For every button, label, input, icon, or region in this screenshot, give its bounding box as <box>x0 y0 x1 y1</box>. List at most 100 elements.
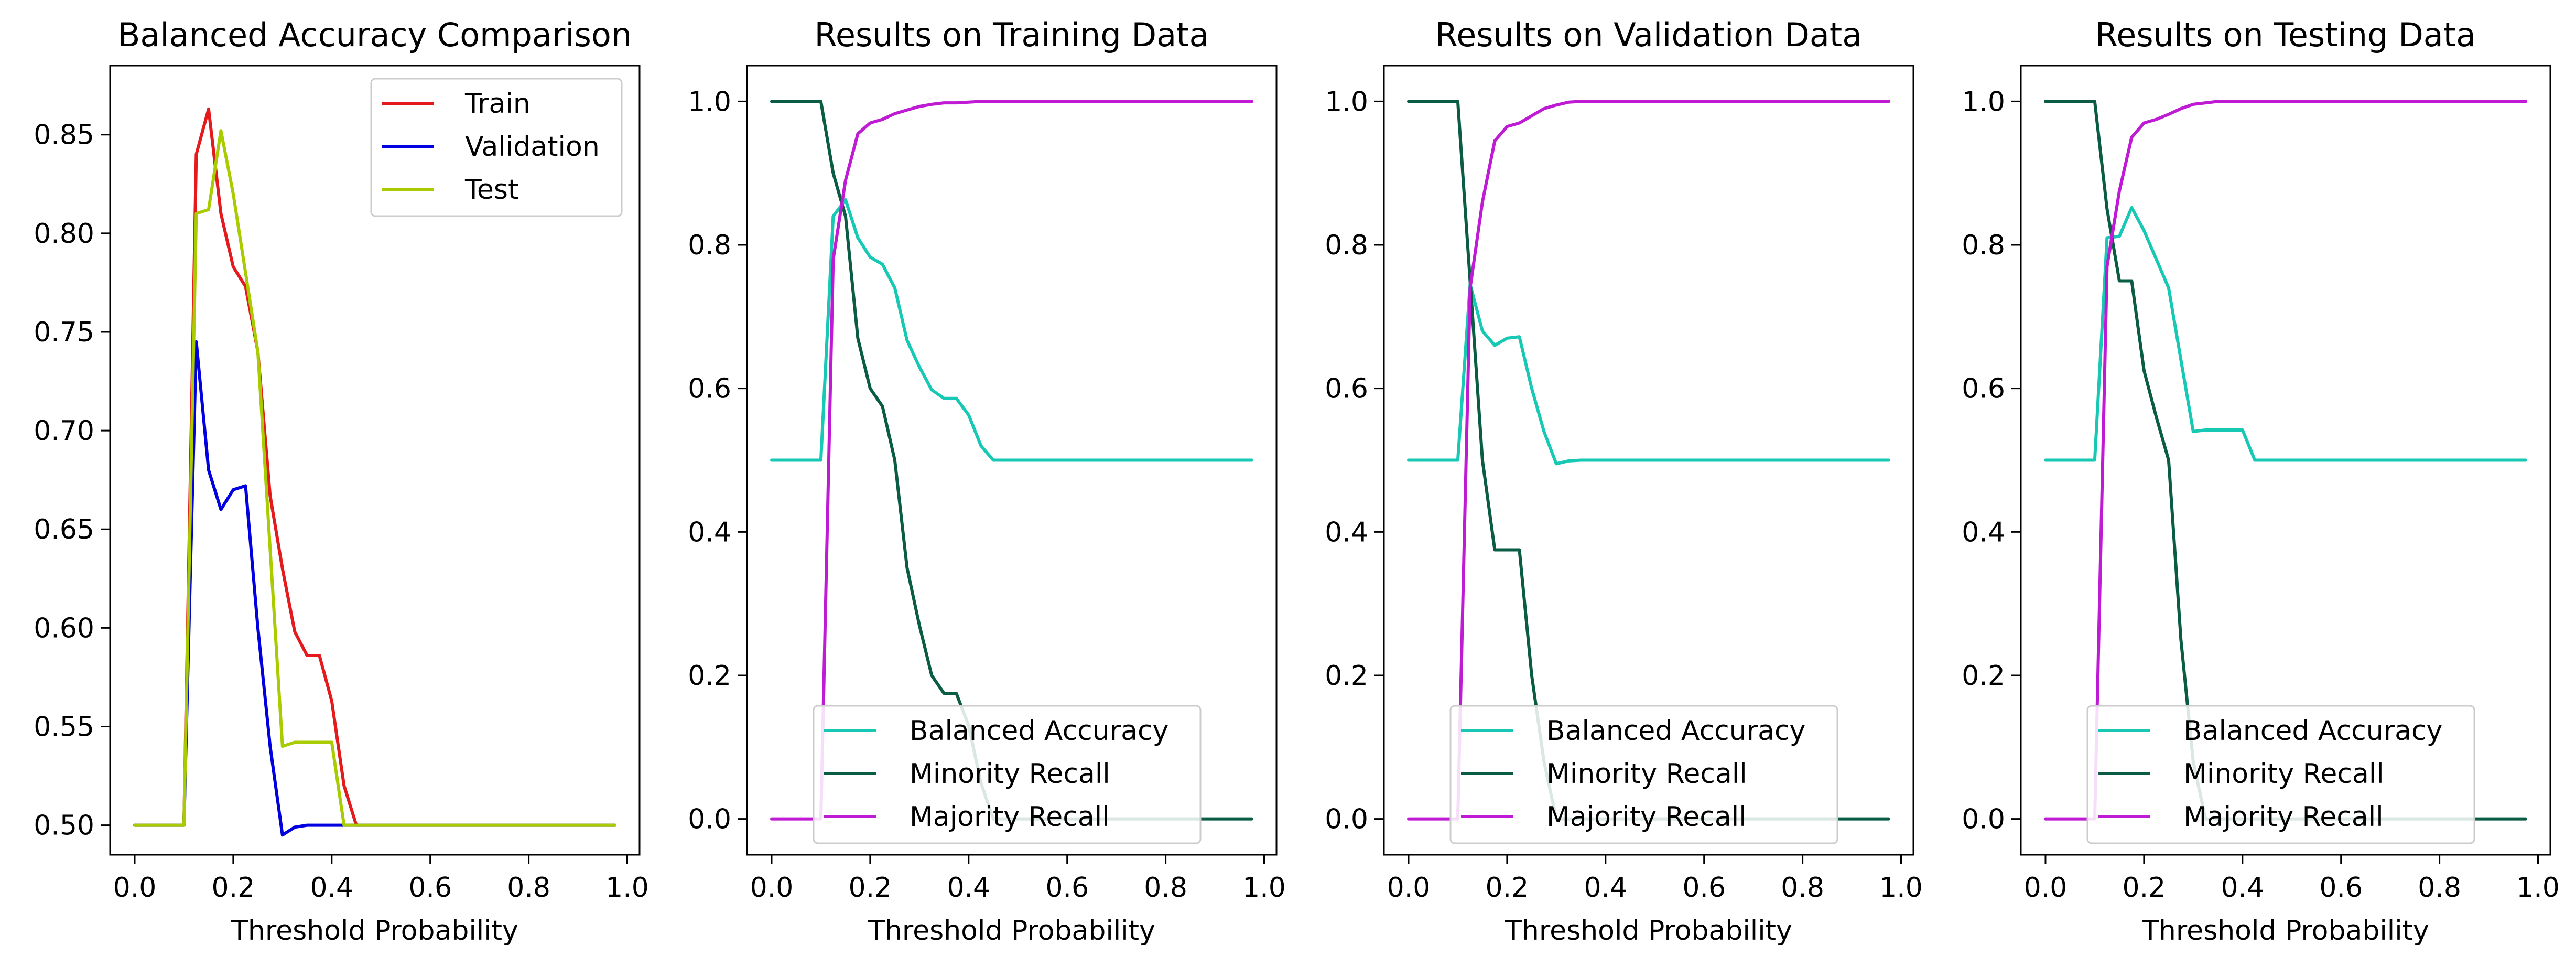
x-tick-label: 0.6 <box>408 872 452 904</box>
y-tick-label: 0.50 <box>34 810 94 842</box>
panel-results-training: 0.0 0.2 0.4 0.6 0.8 1.0 0.0 0.2 0.4 0.6 0.8 1.0 Re… <box>688 16 1286 947</box>
y-tick-label: 0.75 <box>34 317 94 348</box>
panel-2-legend-box <box>813 705 1202 844</box>
series-line-balanced-accuracy <box>2044 206 2527 462</box>
panel-balanced-accuracy-comparison: 0.0 0.2 0.4 0.6 0.8 1.0 0.500.550.600.650.700… <box>34 16 649 947</box>
panel-1-x-ticks: 0.0 0.2 0.4 0.6 0.8 1.0 <box>113 855 649 904</box>
legend-label-validation: Validation <box>465 131 600 163</box>
y-tick-label: 0.80 <box>34 218 94 250</box>
series-line-majority-recall <box>1407 100 1890 821</box>
panel-2-x-ticks: 0.0 0.2 0.4 0.6 0.8 1.0 <box>750 855 1286 904</box>
series-line-test <box>133 129 616 827</box>
y-tick-label: 0.4 <box>1962 517 2005 548</box>
y-tick-label: 0.6 <box>1962 373 2005 405</box>
panel-4-x-axis-label: Threshold Probability <box>2141 915 2429 947</box>
legend-entry-minority-recall: Minority Recall <box>824 758 1110 790</box>
x-tick-label: 0.0 <box>1387 872 1431 904</box>
x-tick-label: 0.2 <box>212 872 255 904</box>
legend-entry-train: Train <box>382 88 531 120</box>
x-tick-label: 1.0 <box>2516 872 2560 904</box>
legend-label-majority-recall: Majority Recall <box>910 801 1110 833</box>
x-tick-label: 1.0 <box>1242 872 1286 904</box>
x-tick-label: 0.8 <box>507 872 550 904</box>
y-tick-label: 0.60 <box>34 613 94 644</box>
series-line-majority-recall <box>2044 100 2527 821</box>
x-tick-label: 0.6 <box>2319 872 2363 904</box>
panel-1-x-axis-label: Threshold Probability <box>231 915 518 947</box>
y-tick-label: 0.70 <box>34 415 94 447</box>
x-tick-label: 0.4 <box>1584 872 1627 904</box>
y-tick-label: 0.8 <box>1325 230 1368 261</box>
panel-3-x-ticks: 0.0 0.2 0.4 0.6 0.8 1.0 <box>1387 855 1923 904</box>
y-tick-label: 0.2 <box>688 660 731 692</box>
panel-results-testing: 0.0 0.2 0.4 0.6 0.8 1.0 0.0 0.2 0.4 0.6 0.8 1.0 Re… <box>1962 16 2560 947</box>
x-tick-label: 0.8 <box>1144 872 1187 904</box>
panel-4-axes-frame <box>2020 65 2551 856</box>
y-tick-label: 0.4 <box>1325 517 1368 548</box>
y-tick-label: 0.2 <box>1962 660 2005 692</box>
legend-label-train: Train <box>464 88 531 120</box>
legend-entry-majority-recall: Majority Recall <box>824 801 1110 833</box>
legend-entry-minority-recall: Minority Recall <box>1461 758 1747 790</box>
x-tick-label: 0.4 <box>947 872 990 904</box>
y-tick-label: 0.4 <box>688 517 731 548</box>
x-tick-label: 0.6 <box>1682 872 1726 904</box>
panel-1-plot-content <box>133 107 616 837</box>
panel-1-axes-frame <box>109 65 641 856</box>
x-tick-label: 0.0 <box>750 872 794 904</box>
x-tick-label: 0.4 <box>310 872 353 904</box>
legend-label-balanced-accuracy: Balanced Accuracy <box>910 715 1168 747</box>
panel-2-title: Results on Training Data <box>815 16 1209 54</box>
series-line-balanced-accuracy <box>770 198 1253 462</box>
legend-entry-validation: Validation <box>382 131 600 163</box>
legend-label-balanced-accuracy: Balanced Accuracy <box>1546 715 1805 747</box>
x-tick-label: 0.8 <box>1781 872 1824 904</box>
x-tick-label: 0.8 <box>2418 872 2461 904</box>
legend-label-majority-recall: Majority Recall <box>2183 801 2384 833</box>
legend-label-test: Test <box>464 174 518 206</box>
panel-1-title: Balanced Accuracy Comparison <box>118 16 632 54</box>
x-tick-label: 0.4 <box>2221 872 2264 904</box>
legend-label-minority-recall: Minority Recall <box>1546 758 1747 790</box>
series-line-majority-recall <box>770 100 1253 821</box>
x-tick-label: 1.0 <box>1879 872 1923 904</box>
y-tick-label: 0.55 <box>34 711 94 743</box>
panel-3-title: Results on Validation Data <box>1435 16 1862 54</box>
legend-entry-minority-recall: Minority Recall <box>2098 758 2384 790</box>
legend-entry-majority-recall: Majority Recall <box>1461 801 1747 833</box>
legend-label-balanced-accuracy: Balanced Accuracy <box>2183 715 2442 747</box>
panel-results-validation: 0.0 0.2 0.4 0.6 0.8 1.0 0.0 0.2 0.4 0.6 0.8 1.0 Re… <box>1325 16 1923 947</box>
y-tick-label: 0.0 <box>1962 804 2005 835</box>
x-tick-label: 0.0 <box>113 872 157 904</box>
panel-2-axes-frame <box>746 65 1278 856</box>
panel-1-y-ticks: 0.50 0.55 0.60 0.65 0.70 0.75 0.80 0.85 <box>34 120 110 842</box>
x-tick-label: 0.6 <box>1045 872 1089 904</box>
x-tick-label: 0.2 <box>849 872 892 904</box>
panel-3-x-axis-label: Threshold Probability <box>1505 915 1792 947</box>
panel-4-x-ticks: 0.0 0.2 0.4 0.6 0.8 1.0 <box>2024 855 2560 904</box>
panel-3-y-ticks: 0.0 0.2 0.4 0.6 0.8 1.0 <box>1325 86 1384 835</box>
y-tick-label: 1.0 <box>688 86 731 117</box>
panel-4-title: Results on Testing Data <box>2095 16 2476 54</box>
panel-3-legend-box <box>1449 705 1838 844</box>
panel-2-y-ticks: 0.0 0.2 0.4 0.6 0.8 1.0 <box>688 86 747 835</box>
y-tick-label: 1.0 <box>1962 86 2005 117</box>
y-tick-label: 0.6 <box>688 373 731 405</box>
y-tick-label: 0.0 <box>688 804 731 835</box>
x-tick-label: 0.2 <box>1486 872 1529 904</box>
y-tick-label: 0.0 <box>1325 804 1368 835</box>
panel-3-legend: Balanced Accuracy Minority Recall Majori… <box>1449 705 1838 844</box>
panel-1-legend: Train Validation Test <box>370 78 623 217</box>
legend-label-minority-recall: Minority Recall <box>910 758 1110 790</box>
legend-entry-balanced-accuracy: Balanced Accuracy <box>1461 715 1805 747</box>
legend-entry-balanced-accuracy: Balanced Accuracy <box>2098 715 2442 747</box>
panel-3-axes-frame <box>1383 65 1914 856</box>
x-tick-label: 1.0 <box>605 872 649 904</box>
panel-4-legend: Balanced Accuracy Minority Recall Majori… <box>2086 705 2475 844</box>
x-tick-label: 0.0 <box>2024 872 2068 904</box>
y-tick-label: 0.6 <box>1325 373 1368 405</box>
y-tick-label: 0.85 <box>34 120 94 151</box>
legend-entry-test: Test <box>382 174 518 206</box>
panel-2-x-axis-label: Threshold Probability <box>868 915 1155 947</box>
